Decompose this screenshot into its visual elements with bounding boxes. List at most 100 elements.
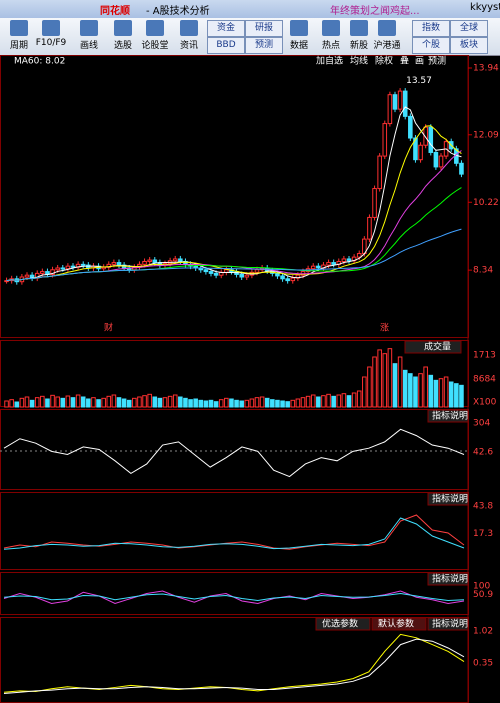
candle (310, 265, 316, 270)
event-label: 财 (104, 322, 113, 334)
menu-item[interactable]: 均线 (350, 55, 368, 67)
volume-bar (387, 348, 393, 408)
menu-item[interactable]: 画 (415, 56, 424, 67)
candle (116, 262, 122, 266)
toolbar-button[interactable]: 论股堂 (138, 20, 172, 51)
volume-bar (341, 393, 347, 408)
volume-bar (183, 397, 188, 408)
volume-bar (275, 399, 280, 408)
volume-bar (208, 399, 214, 408)
volume-bar (224, 397, 229, 408)
volume-bar (132, 397, 137, 408)
menu-item[interactable]: 除权 (375, 55, 393, 67)
candle (213, 272, 219, 276)
candle (413, 137, 418, 161)
candle (239, 273, 244, 278)
chart-area: MA60: 8.02 加自选 均线 除权叠画预测 13.94 12.09 10.22 8.34… (0, 55, 499, 703)
param-tab[interactable]: 默认参数 (378, 618, 414, 630)
volume-bar (19, 397, 25, 408)
candle (80, 263, 86, 266)
y-tick-label: 100 (473, 582, 490, 592)
toolbar-button[interactable]: F10/F9 (34, 20, 68, 48)
toolbar-button[interactable]: 资金 (207, 20, 245, 37)
panel-frame (0, 409, 469, 490)
volume-bar (96, 399, 101, 408)
volume-bar (50, 394, 55, 408)
indicator-button[interactable]: 指标说明 (432, 618, 468, 630)
indicator-button[interactable]: 指标说明 (432, 493, 468, 505)
volume-bar (91, 397, 96, 408)
toolbar: 周期 F10/F9 画线 选股 论股堂 资讯 数据 热点 新股 沪港通 资金 BBD 研报预测 指数个股 全… (0, 18, 500, 56)
y-tick-label: 42.6 (473, 448, 493, 458)
panel-tab (315, 617, 371, 631)
indicator-line (3, 428, 465, 478)
volume-bar (14, 401, 20, 408)
y-tick-label: 1713 (473, 351, 496, 361)
toolbar-button[interactable]: 选股 (106, 20, 140, 51)
volume-bar (418, 373, 423, 408)
label: 资金 (216, 23, 235, 33)
app-subtitle: - A股技术分析 (146, 6, 210, 17)
volume-bar (372, 356, 377, 408)
toolbar-button[interactable]: 个股 (412, 37, 450, 54)
candle (152, 259, 158, 264)
candle (290, 277, 296, 282)
menu-item[interactable]: 叠 (400, 56, 409, 67)
toolbar-button[interactable]: 资讯 (172, 20, 206, 51)
toolbar-button[interactable]: 数据 (282, 20, 316, 51)
volume-bar (326, 393, 331, 408)
volume-bar (213, 401, 219, 408)
toolbar-button[interactable]: 研报 (245, 20, 283, 37)
label: F10/F9 (35, 38, 67, 48)
toolbar-button[interactable]: 画线 (72, 20, 106, 51)
candle (50, 269, 55, 275)
y-tick-label: 8.34 (473, 266, 493, 276)
y-tick-label: 50.9 (473, 590, 493, 600)
toolbar-button[interactable]: 新股 (342, 20, 376, 51)
candle (418, 144, 423, 161)
panel-tab (427, 492, 469, 506)
volume-bar (40, 395, 45, 408)
indicator-button[interactable]: 指标说明 (432, 410, 468, 422)
toolbar-button[interactable]: 全球 (450, 20, 488, 37)
volume-bar (218, 399, 224, 408)
y-tick-label: X100 (473, 398, 497, 408)
toolbar-button[interactable]: 板块 (450, 37, 488, 54)
volume-bar (459, 384, 464, 408)
volume-bar (310, 394, 316, 408)
volume-bar (60, 397, 66, 408)
banner[interactable]: 年终策划之闻鸡起... (330, 6, 420, 17)
volume-bar (198, 399, 204, 408)
label: 沪港通 (373, 41, 401, 51)
label: 新股 (349, 41, 368, 51)
label: 个股 (421, 40, 440, 50)
label: 画线 (79, 41, 98, 51)
volume-bar (126, 399, 132, 408)
panel-frame (0, 492, 469, 570)
toolbar-button[interactable]: 周期 (2, 20, 36, 51)
toolbar-button[interactable]: 热点 (314, 20, 348, 51)
volume-bar (397, 356, 403, 408)
candle (367, 216, 372, 240)
candle (438, 155, 444, 168)
toolbar-button[interactable]: BBD (207, 37, 245, 54)
candle (55, 267, 60, 271)
volume-bar (167, 395, 173, 408)
toolbar-button[interactable]: 指数 (412, 20, 450, 37)
volume-bar (152, 396, 158, 408)
menu-item[interactable]: 预测 (428, 56, 446, 67)
volume-bar (147, 393, 152, 408)
volume-bar (234, 399, 239, 408)
peak-label: 13.57 (406, 76, 432, 86)
param-tab[interactable]: 优选参数 (322, 618, 358, 630)
toolbar-button[interactable]: 沪港通 (370, 20, 404, 51)
volume-bar (157, 397, 163, 408)
indicator-button[interactable]: 指标说明 (432, 573, 468, 585)
volume-bar (351, 392, 357, 408)
toolbar-button[interactable]: 预测 (245, 37, 283, 54)
panel-tab (427, 572, 469, 586)
label: 研报 (254, 23, 273, 33)
volume-bar (413, 376, 418, 408)
candle (341, 258, 347, 262)
menu-item[interactable]: 加自选 (316, 55, 343, 67)
